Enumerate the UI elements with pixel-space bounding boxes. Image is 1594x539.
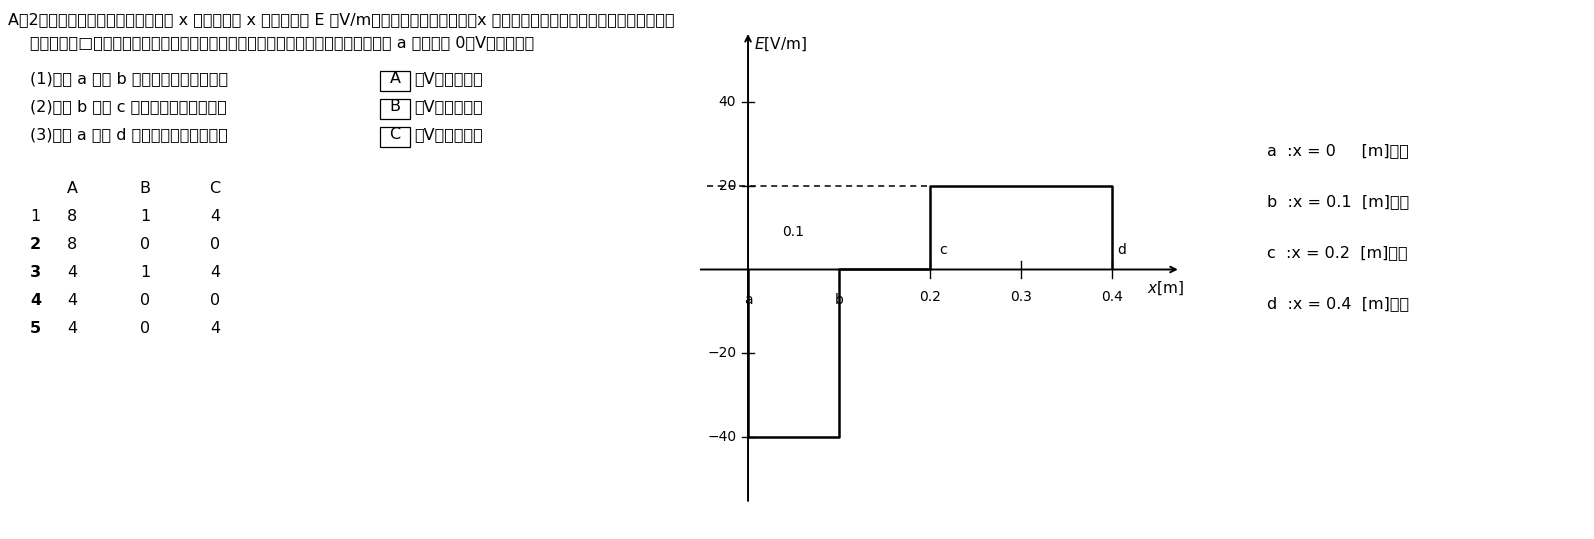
Text: のである。□内に入れるべき字句の正しい組合せを下の番号から選べ。ただし、点 a の電位を 0［V］とする。: のである。□内に入れるべき字句の正しい組合せを下の番号から選べ。ただし、点 a … xyxy=(30,35,534,50)
Text: a  :x = 0     [m]の点: a :x = 0 [m]の点 xyxy=(1267,143,1409,158)
FancyBboxPatch shape xyxy=(379,127,410,147)
Text: −20: −20 xyxy=(708,346,736,360)
Text: 0: 0 xyxy=(210,293,220,308)
Text: 4: 4 xyxy=(210,265,220,280)
Text: ［V］である。: ［V］である。 xyxy=(414,71,483,86)
Text: c: c xyxy=(939,243,947,257)
Text: 4: 4 xyxy=(210,321,220,336)
Text: 4: 4 xyxy=(67,293,77,308)
Text: 0.1: 0.1 xyxy=(783,225,805,239)
Text: c  :x = 0.2  [m]の点: c :x = 0.2 [m]の点 xyxy=(1267,245,1408,260)
Text: ［V］である。: ［V］である。 xyxy=(414,99,483,114)
Text: 0: 0 xyxy=(140,293,150,308)
Text: 0: 0 xyxy=(140,321,150,336)
Text: (2)　点 b と点 c の二点間の電位差は、: (2) 点 b と点 c の二点間の電位差は、 xyxy=(30,99,226,114)
Text: −40: −40 xyxy=(708,430,736,444)
Text: ［V］である。: ［V］である。 xyxy=(414,127,483,142)
Text: B: B xyxy=(140,181,150,196)
Text: (3)　点 a と点 d の二点間の電位差は、: (3) 点 a と点 d の二点間の電位差は、 xyxy=(30,127,228,142)
Text: 40: 40 xyxy=(719,95,736,109)
Text: 5: 5 xyxy=(30,321,41,336)
Text: 4: 4 xyxy=(67,265,77,280)
Text: B: B xyxy=(389,99,400,114)
Text: 0: 0 xyxy=(140,237,150,252)
Text: b: b xyxy=(835,293,843,307)
Text: A: A xyxy=(67,181,78,196)
Text: 0.2: 0.2 xyxy=(920,291,940,305)
Text: 0.4: 0.4 xyxy=(1101,291,1124,305)
Text: d: d xyxy=(1117,243,1125,257)
Text: C: C xyxy=(209,181,220,196)
Text: 0: 0 xyxy=(210,237,220,252)
FancyBboxPatch shape xyxy=(379,71,410,91)
Text: $E$[V/m]: $E$[V/m] xyxy=(754,36,807,53)
Text: d  :x = 0.4  [m]の点: d :x = 0.4 [m]の点 xyxy=(1267,296,1409,312)
Text: A: A xyxy=(389,71,400,86)
Text: 1: 1 xyxy=(140,209,150,224)
Text: A－2　次の記述は、図に示すように x 軸に沿って x 方向に電界 E ［V/m］が分布しているとき、x 軸に沿った各点の電位差について述べたも: A－2 次の記述は、図に示すように x 軸に沿って x 方向に電界 E ［V/m… xyxy=(8,12,674,27)
Text: b  :x = 0.1  [m]の点: b :x = 0.1 [m]の点 xyxy=(1267,194,1409,209)
Text: 4: 4 xyxy=(30,293,41,308)
Text: 2: 2 xyxy=(30,237,41,252)
Text: 8: 8 xyxy=(67,237,77,252)
Text: 4: 4 xyxy=(210,209,220,224)
Text: a: a xyxy=(744,293,752,307)
Text: (1)　点 a と点 b の二点間の電位差は、: (1) 点 a と点 b の二点間の電位差は、 xyxy=(30,71,228,86)
Text: 0.3: 0.3 xyxy=(1011,291,1033,305)
Text: 4: 4 xyxy=(67,321,77,336)
FancyBboxPatch shape xyxy=(379,99,410,119)
Text: $x$[m]: $x$[m] xyxy=(1146,280,1183,298)
Text: 20: 20 xyxy=(719,179,736,193)
Text: 1: 1 xyxy=(30,209,40,224)
Text: 3: 3 xyxy=(30,265,41,280)
Text: 8: 8 xyxy=(67,209,77,224)
Text: C: C xyxy=(389,127,400,142)
Text: 1: 1 xyxy=(140,265,150,280)
